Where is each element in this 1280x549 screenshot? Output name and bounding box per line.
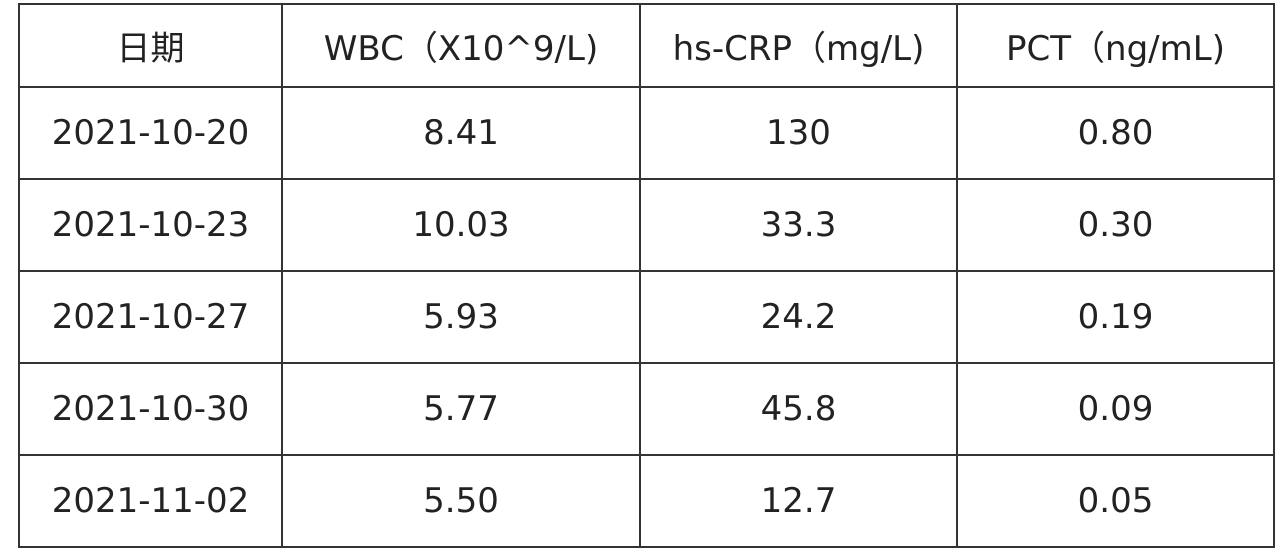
header-cell: 日期 [18, 3, 283, 88]
table-cell: 12.7 [639, 454, 958, 548]
table-header: 日期 WBC（X10^9/L) hs-CRP（mg/L) PCT（ng/mL) [18, 3, 1275, 88]
table-cell: 130 [639, 86, 958, 180]
table-cell: 2021-10-27 [18, 270, 283, 364]
table-row: 2021-10-20 8.41 130 0.80 [18, 86, 1275, 180]
table-cell: 2021-11-02 [18, 454, 283, 548]
table-cell: 33.3 [639, 178, 958, 272]
table-cell: 5.93 [281, 270, 641, 364]
table-cell: 45.8 [639, 362, 958, 456]
lab-table: 日期 WBC（X10^9/L) hs-CRP（mg/L) PCT（ng/mL) 202… [18, 3, 1275, 548]
table-row: 2021-10-30 5.77 45.8 0.09 [18, 362, 1275, 456]
table-row: 2021-10-23 10.03 33.3 0.30 [18, 178, 1275, 272]
table-cell: 0.19 [956, 270, 1275, 364]
header-cell: WBC（X10^9/L) [281, 3, 641, 88]
table-cell: 5.77 [281, 362, 641, 456]
header-row: 日期 WBC（X10^9/L) hs-CRP（mg/L) PCT（ng/mL) [18, 3, 1275, 88]
table-cell: 24.2 [639, 270, 958, 364]
table-cell: 2021-10-30 [18, 362, 283, 456]
header-cell: PCT（ng/mL) [956, 3, 1275, 88]
table-body: 2021-10-20 8.41 130 0.80 2021-10-23 10.03 33.3… [18, 86, 1275, 548]
header-cell: hs-CRP（mg/L) [639, 3, 958, 88]
table-cell: 0.05 [956, 454, 1275, 548]
table-cell: 8.41 [281, 86, 641, 180]
table-row: 2021-10-27 5.93 24.2 0.19 [18, 270, 1275, 364]
table-cell: 2021-10-20 [18, 86, 283, 180]
table-cell: 5.50 [281, 454, 641, 548]
table-cell: 0.30 [956, 178, 1275, 272]
table-cell: 0.80 [956, 86, 1275, 180]
table-cell: 2021-10-23 [18, 178, 283, 272]
table-cell: 10.03 [281, 178, 641, 272]
table-row: 2021-11-02 5.50 12.7 0.05 [18, 454, 1275, 548]
table-cell: 0.09 [956, 362, 1275, 456]
